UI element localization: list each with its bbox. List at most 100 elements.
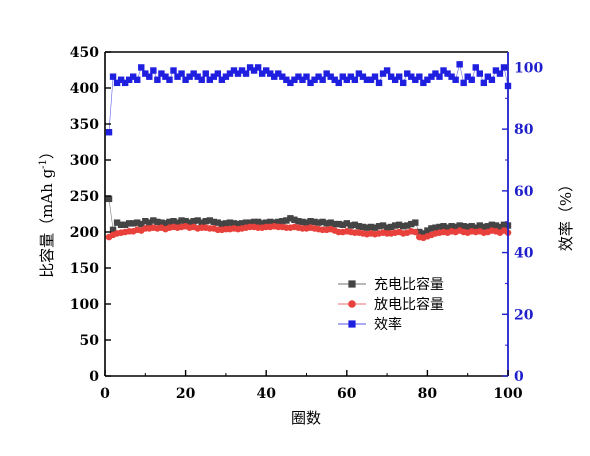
series-1-point [162,220,169,227]
series-1-point [500,221,508,228]
series-1-point [291,216,298,223]
right-y-tick-label: 0 [514,369,524,385]
series-1-point [263,219,270,226]
series-1-point [424,227,431,234]
series-3-point [323,70,330,77]
series-3-point [371,73,379,80]
series-3-point [206,76,213,83]
series-1-point [117,221,125,228]
series-1-point [319,218,326,226]
series-1-point [283,217,290,224]
series-3-point [299,76,306,83]
series-1-point [428,225,435,232]
series-1-point [351,221,359,228]
series-3-point [230,67,238,74]
series-3-point [250,67,258,74]
series-1-point [400,223,407,230]
series-1-point [367,223,375,231]
series-1-point [307,218,314,225]
series-1-point [138,220,145,228]
series-1-point [359,223,367,231]
series-1-point [206,217,213,224]
series-3-point [488,76,496,83]
series-3-point [412,76,419,83]
series-1-point [464,223,471,231]
series-3-point [162,73,169,80]
series-3-point [404,70,411,77]
series-1-point [387,223,395,231]
series-3-point [263,67,270,74]
left-y-tick-label: 0 [89,369,99,385]
series-1-point [343,220,350,227]
x-tick-label: 80 [418,386,438,402]
series-3-point [134,76,141,83]
series-1-point [242,219,250,226]
series-3-point [105,129,113,136]
series-3-point [468,76,475,83]
legend-marker [348,280,356,288]
series-3-point [214,70,222,77]
series-1-point [121,221,129,228]
legend-item: 效率 [338,316,402,333]
series-3-point [436,73,443,80]
right-y-tick-label: 40 [514,246,534,262]
left-y-tick-label: 200 [70,225,99,241]
left-y-tick-label: 300 [70,153,99,169]
series-1-point [379,222,387,229]
series-1-point [275,218,282,226]
left-y-axis-title-end: ） [38,144,56,159]
left-y-tick-label: 400 [70,81,99,97]
series-1-point [472,224,479,231]
series-3-point [210,73,218,80]
series-3-point [367,76,375,83]
series-1-point [448,223,455,230]
series-3-point [379,70,387,77]
series-1-point [436,223,443,231]
series-3-point [303,73,310,80]
series-1-point [484,223,492,230]
series-3-point [234,70,242,77]
series-1-point [166,218,173,226]
series-1-point [254,218,262,226]
series-3-point [246,64,254,71]
series-3-point [315,73,322,80]
series-2 [105,222,512,242]
series-1-point [226,219,234,226]
series-3-point [424,76,431,83]
series-1-point [230,220,238,227]
legend-label: 充电比容量 [374,276,444,293]
series-1-point [271,219,278,226]
series-3-point [448,73,455,80]
series-3-point [226,70,234,77]
series-1-point [246,219,254,226]
series-3-point [363,76,371,83]
series-3-point [331,76,338,83]
series-1-point [258,220,266,227]
series-1-point [480,223,488,231]
series-3-point [117,76,125,83]
series-3-point [464,73,471,80]
series-1-point [391,222,399,229]
series-1-point [182,218,189,225]
series-1-point [331,220,338,228]
series-3-point [222,73,230,80]
series-1-point [198,219,205,226]
series-1-point [303,219,310,226]
series-3-point [291,76,298,83]
series-3-point [109,73,117,80]
series-1-point [238,220,246,227]
series-1-point [492,222,500,229]
series-3-point [416,73,423,80]
series-1-point [375,223,383,230]
series-3-point [113,79,121,87]
series-1-point [174,219,181,226]
series-3-point [456,61,463,68]
x-tick-label: 40 [256,386,276,402]
series-1-point [190,218,197,225]
series-1-point [170,218,177,225]
series-3-point [138,64,145,71]
legend-item: 放电比容量 [338,296,444,313]
series-3-point [218,76,226,83]
series-1-point [440,223,447,230]
series-3-point [391,76,399,83]
